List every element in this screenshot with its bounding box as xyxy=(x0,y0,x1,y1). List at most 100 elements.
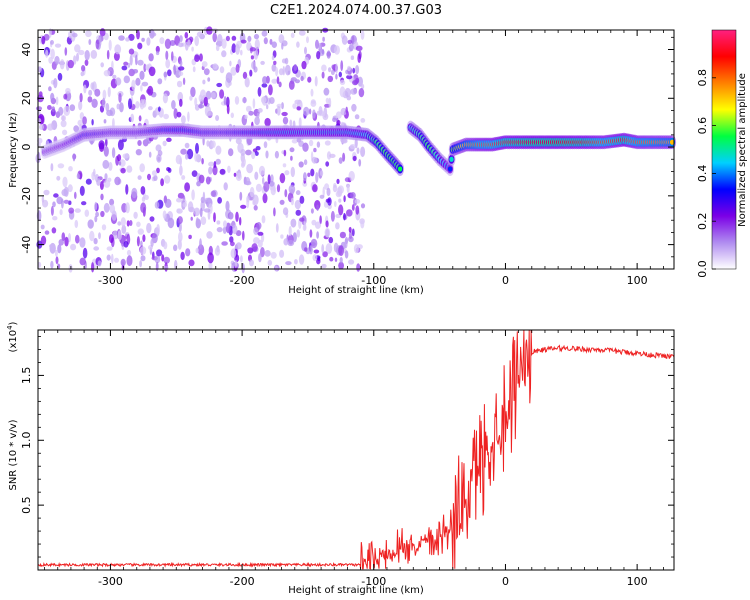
spectrogram-noise-cell xyxy=(281,102,284,110)
spectrogram-noise-cell xyxy=(65,87,71,94)
spectrogram-noise-cell xyxy=(148,151,152,158)
spectrogram-noise-cell xyxy=(93,246,100,251)
spectrogram-noise-cell xyxy=(123,241,129,248)
spectrogram-noise-cell xyxy=(244,114,248,120)
spectrogram-noise-cell xyxy=(332,184,338,193)
spectrogram-noise-cell xyxy=(221,241,228,246)
spectrogram-noise-cell xyxy=(155,261,159,272)
spectrogram-noise-cell xyxy=(271,64,277,72)
spectrogram-noise-cell xyxy=(40,235,47,246)
spectrogram-noise-cell xyxy=(344,177,351,183)
spectrogram-noise-cell xyxy=(283,149,287,157)
spectrogram-noise-cell xyxy=(252,98,256,109)
spectrogram-noise-cell xyxy=(76,173,81,180)
spectrogram-noise-cell xyxy=(50,92,55,102)
spectrogram-noise-cell xyxy=(142,99,147,108)
spectrogram-noise-cell xyxy=(234,260,238,269)
spectrogram-noise-cell xyxy=(104,173,108,181)
spectrogram-noise-cell xyxy=(222,220,228,228)
spectrogram-noise-cell xyxy=(303,172,307,182)
spectrogram-noise-cell xyxy=(100,193,104,201)
spectrogram-noise-cell xyxy=(338,198,342,203)
spectrogram-noise-cell xyxy=(343,195,346,203)
spectrogram-noise-cell xyxy=(182,202,188,208)
spectrogram-noise-cell xyxy=(273,207,276,217)
spectrogram-noise-cell xyxy=(276,184,281,193)
spectrogram-noise-cell xyxy=(310,208,314,214)
y-tick-label: 0 xyxy=(20,144,33,151)
spectrogram-noise-cell xyxy=(225,72,233,83)
spectrogram-noise-cell xyxy=(313,249,320,254)
spectrogram-noise-cell xyxy=(270,251,277,259)
spectrogram-noise-cell xyxy=(176,80,183,88)
spectrogram-noise-cell xyxy=(246,197,250,209)
spectrogram-noise-cell xyxy=(283,238,289,246)
spectrogram-noise-cell xyxy=(146,222,152,234)
spectrogram-noise-cell xyxy=(202,191,206,203)
spectrogram-noise-cell xyxy=(327,204,332,210)
snr-multiplier-label: (x104) xyxy=(6,321,19,352)
snr-x-label: Height of straight line (km) xyxy=(288,585,424,596)
spectrogram-noise-cell xyxy=(247,35,252,43)
spectrogram-noise-cell xyxy=(164,175,171,184)
spectrogram-noise-cell xyxy=(223,96,227,106)
spectrogram-noise-cell xyxy=(261,30,268,37)
spectrogram-noise-cell xyxy=(136,236,140,247)
spectrogram-noise-cell xyxy=(73,55,77,65)
spectrogram-frame xyxy=(37,29,675,270)
spectrogram-noise-cell xyxy=(239,216,242,226)
spectrogram-y-ticks: -40 -20 0 20 40 xyxy=(20,36,674,270)
spectrogram-noise-cell xyxy=(179,35,183,43)
spectrogram-noise-cell xyxy=(289,147,295,153)
spectrogram-noise-cell xyxy=(264,250,271,257)
spectrogram-noise-cell xyxy=(212,63,218,70)
spectrogram-noise-cell xyxy=(281,42,284,50)
spectrogram-noise-cell xyxy=(109,234,114,244)
spectrogram-noise-cell xyxy=(147,173,151,181)
spectrogram-noise-cell xyxy=(221,38,227,49)
spectrogram-noise-cell xyxy=(188,234,192,240)
spectrogram-noise-cell xyxy=(326,151,332,160)
spectrogram-noise-cell xyxy=(64,47,68,56)
x-tick-label: -300 xyxy=(98,274,123,287)
snr-y-label: SNR (10 * v/v) xyxy=(8,419,19,490)
spectrogram-noise-cell xyxy=(311,156,318,164)
spectrogram-noise-cell xyxy=(316,141,321,148)
figure-title: C2E1.2024.074.00.37.G03 xyxy=(270,3,442,18)
spectrogram-noise-cell xyxy=(348,231,353,240)
spectrogram-noise-cell xyxy=(78,100,83,111)
spectrogram-noise-cell xyxy=(336,178,340,184)
spectrogram-noise-cell xyxy=(75,234,80,244)
spectrogram-noise-cell xyxy=(176,111,182,118)
spectrogram-noise-cell xyxy=(257,231,264,236)
spectrogram-noise-cell xyxy=(184,182,191,192)
spectrogram-noise-cell xyxy=(287,239,295,247)
spectrogram-noise-cell xyxy=(201,158,204,165)
spectrogram-noise-cell xyxy=(339,86,346,98)
spectrogram-noise-cell xyxy=(162,93,168,104)
spectrogram-noise-cell xyxy=(44,230,50,235)
spectrogram-noise-cell xyxy=(353,244,359,254)
colorbar-gradient xyxy=(712,30,736,269)
spectrogram-noise-cell xyxy=(89,230,95,242)
spectrogram-noise-cell xyxy=(327,197,332,206)
spectrogram-noise-cell xyxy=(146,37,151,46)
spectrogram-noise-cell xyxy=(48,86,52,92)
spectrogram-noise-cell xyxy=(162,140,167,147)
spectrogram-noise-cell xyxy=(125,202,130,214)
spectrogram-noise-cell xyxy=(165,59,171,69)
spectrogram-noise-cell xyxy=(314,76,318,87)
spectrogram-noise-cell xyxy=(58,239,64,246)
spectrogram-noise-cell xyxy=(355,65,360,75)
spectrogram-noise-cell xyxy=(203,96,208,107)
spectrogram-noise-cell xyxy=(141,81,149,87)
spectrogram-noise-cell xyxy=(63,199,70,204)
spectrogram-noise-cell xyxy=(310,88,314,97)
spectrogram-noise-cell xyxy=(116,103,120,110)
spectrogram-noise-cell xyxy=(159,37,165,45)
spectrogram-noise-cell xyxy=(74,208,81,213)
spectrogram-noise-cell xyxy=(355,205,360,215)
spectrogram-noise-cell xyxy=(98,36,102,47)
spectrogram-noise-cell xyxy=(67,59,75,69)
spectrogram-noise-cell xyxy=(213,161,217,169)
